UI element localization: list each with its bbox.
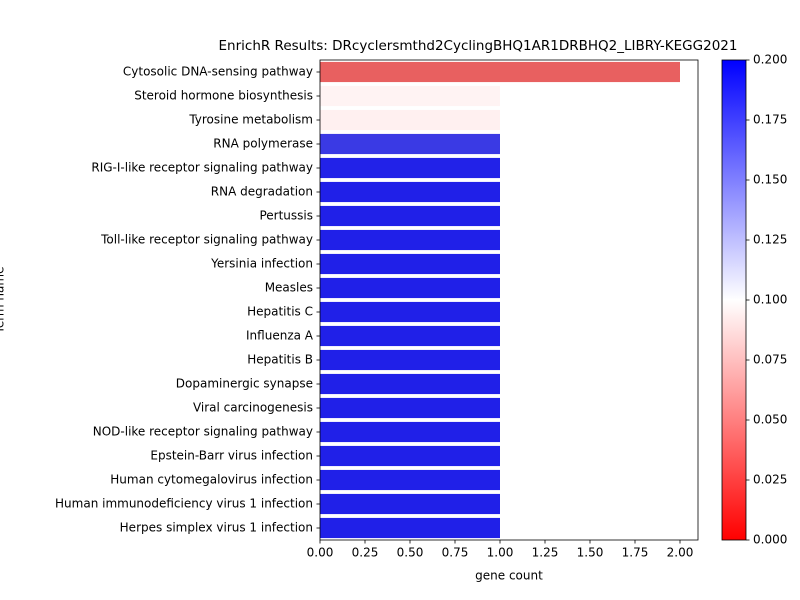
bar xyxy=(320,373,500,395)
y-tick-label: Hepatitis B xyxy=(247,353,313,367)
bar xyxy=(320,181,500,203)
y-tick-label: Yersinia infection xyxy=(210,257,313,271)
x-tick-label: 0.25 xyxy=(352,546,379,560)
x-axis-label: gene count xyxy=(475,569,543,583)
bar xyxy=(320,85,500,107)
y-axis-label: Term name xyxy=(0,267,7,335)
bar xyxy=(320,253,500,275)
colorbar-tick-label: 0.100 xyxy=(753,293,787,307)
bar xyxy=(320,469,500,491)
bar xyxy=(320,301,500,323)
y-tick-label: Steroid hormone biosynthesis xyxy=(134,89,313,103)
y-tick-label: Human cytomegalovirus infection xyxy=(110,473,313,487)
bar xyxy=(320,493,500,515)
colorbar-tick-label: 0.150 xyxy=(753,173,787,187)
bar xyxy=(320,157,500,179)
x-tick-label: 0.50 xyxy=(397,546,424,560)
y-tick-label: Dopaminergic synapse xyxy=(176,377,313,391)
y-tick-label: Epstein-Barr virus infection xyxy=(150,449,313,463)
colorbar-tick-label: 0.175 xyxy=(753,113,787,127)
colorbar-tick-label: 0.050 xyxy=(753,413,787,427)
y-tick-label: Influenza A xyxy=(246,329,314,343)
y-tick-label: Tyrosine metabolism xyxy=(188,113,313,127)
y-tick-label: Toll-like receptor signaling pathway xyxy=(100,233,313,247)
chart-title: EnrichR Results: DRcyclersmthd2CyclingBH… xyxy=(219,38,738,54)
y-tick-label: Cytosolic DNA-sensing pathway xyxy=(123,65,313,79)
x-tick-label: 0.00 xyxy=(307,546,334,560)
bar xyxy=(320,61,680,83)
bar xyxy=(320,349,500,371)
y-tick-label: RNA degradation xyxy=(211,185,313,199)
plot-frame xyxy=(319,59,699,541)
bar xyxy=(320,517,500,539)
bar xyxy=(320,205,500,227)
x-tick-label: 1.50 xyxy=(577,546,604,560)
bar xyxy=(320,229,500,251)
colorbar xyxy=(721,59,747,541)
x-tick-label: 1.75 xyxy=(622,546,649,560)
bar xyxy=(320,133,500,155)
x-tick-label: 1.25 xyxy=(532,546,559,560)
colorbar-tick-label: 0.125 xyxy=(753,233,787,247)
y-tick-label: NOD-like receptor signaling pathway xyxy=(93,425,313,439)
colorbar-tick-label: 0.025 xyxy=(753,473,787,487)
colorbar-tick-label: 0.200 xyxy=(753,53,787,67)
y-tick-label: Pertussis xyxy=(259,209,313,223)
x-tick-label: 1.00 xyxy=(487,546,514,560)
x-tick-label: 0.75 xyxy=(442,546,469,560)
bar xyxy=(320,109,500,131)
y-tick-label: Human immunodeficiency virus 1 infection xyxy=(55,497,313,511)
bar xyxy=(320,445,500,467)
y-tick-label: Viral carcinogenesis xyxy=(193,401,313,415)
y-tick-label: RNA polymerase xyxy=(213,137,313,151)
colorbar-tick-label: 0.000 xyxy=(753,533,787,547)
colorbar-tick-label: 0.075 xyxy=(753,353,787,367)
bar xyxy=(320,421,500,443)
y-tick-label: RIG-I-like receptor signaling pathway xyxy=(91,161,313,175)
bar xyxy=(320,277,500,299)
y-tick-label: Herpes simplex virus 1 infection xyxy=(120,521,313,535)
y-tick-label: Hepatitis C xyxy=(247,305,313,319)
y-tick-label: Measles xyxy=(265,281,313,295)
x-tick-label: 2.00 xyxy=(667,546,694,560)
bar xyxy=(320,325,500,347)
bar xyxy=(320,397,500,419)
